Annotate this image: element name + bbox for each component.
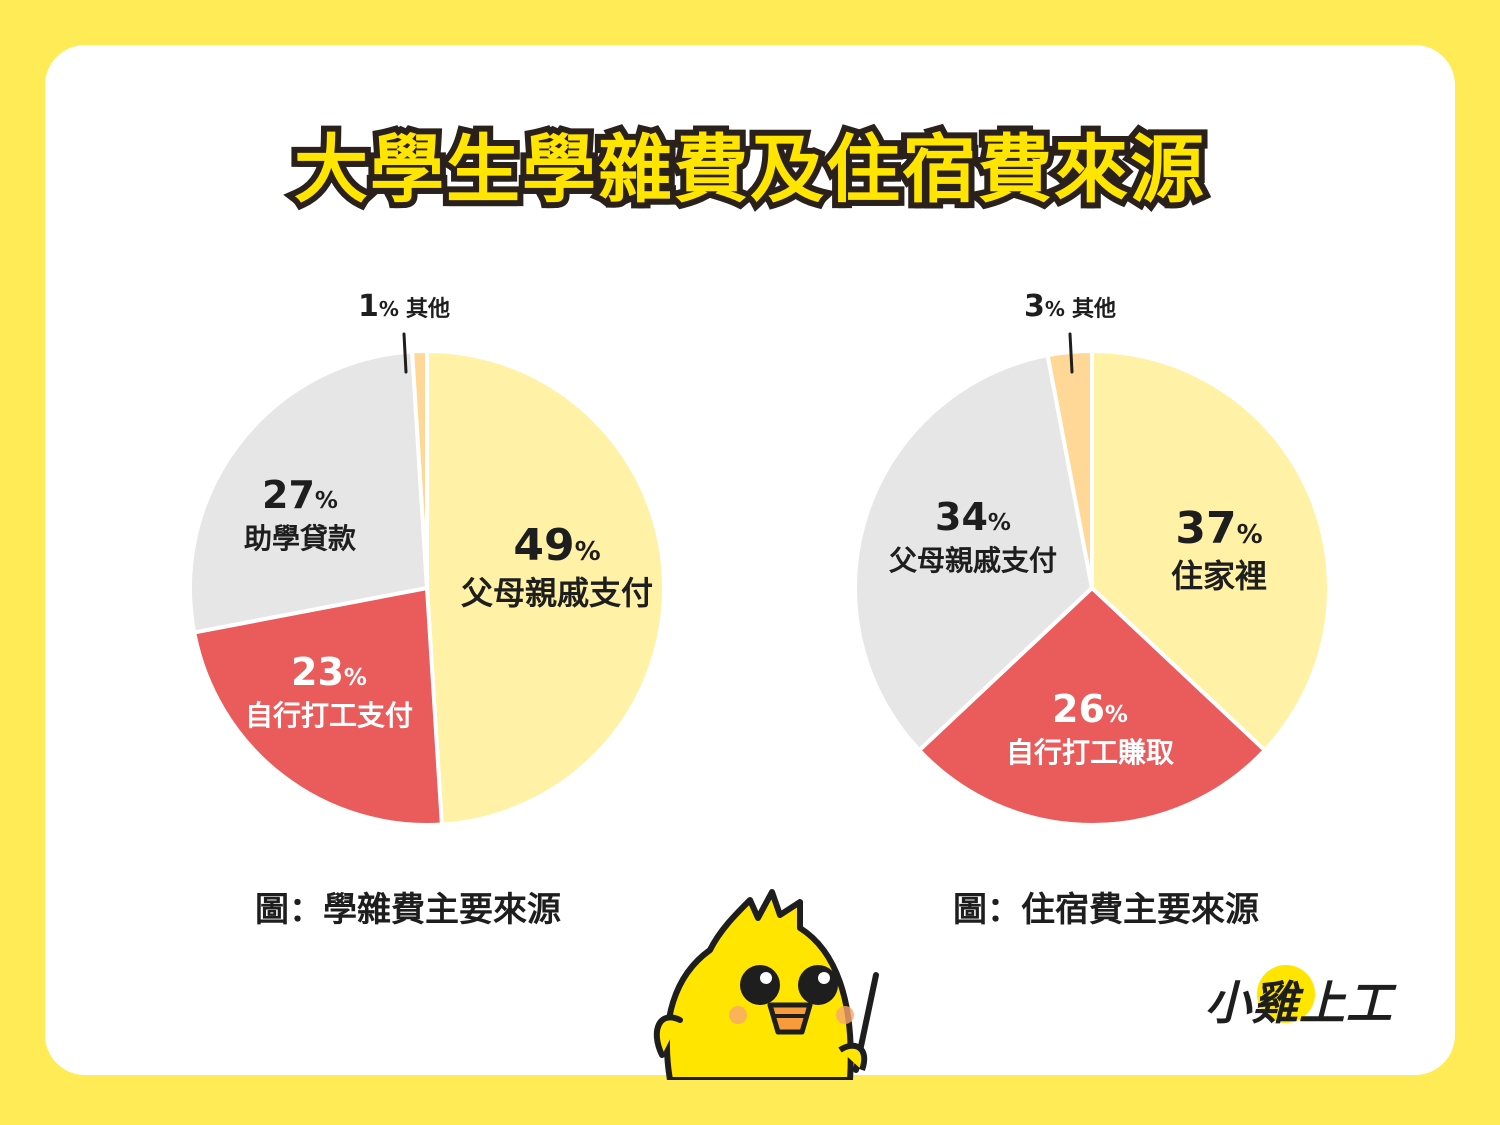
pie2-slice-3: [853, 353, 1094, 753]
pie1-slice-2: [192, 586, 444, 827]
pie2-value-3: 34%: [935, 495, 1011, 539]
pie1-category-3: 助學貸款: [244, 522, 357, 555]
page-title: 大學生學雜費及住宿費來源: [288, 121, 1210, 219]
brand-text: 小雞上工: [1205, 976, 1393, 1030]
pie2-leader-line: [1068, 332, 1074, 374]
pie2-slice-1: [1090, 349, 1332, 753]
pie1-value-1: 49%: [513, 520, 600, 571]
pie2-value-1: 37%: [1175, 503, 1262, 554]
pie1-category-2: 自行打工支付: [245, 699, 413, 732]
pie1-slice-1: [425, 349, 666, 827]
pie2-label-4: 3% 其他: [1024, 289, 1116, 324]
title-container: 大學生學雜費及住宿費來源: [0, 110, 1500, 219]
caption-right: 圖：住宿費主要來源: [953, 890, 1259, 930]
pie2-category-3: 父母親戚支付: [889, 544, 1057, 577]
pie2-category-2: 自行打工賺取: [1006, 736, 1174, 769]
pie1-value-3: 27%: [262, 473, 338, 517]
pie1-slice-4: [410, 349, 429, 590]
brand-dot-icon: [1257, 965, 1315, 1023]
pie2-category-1: 住家裡: [1171, 557, 1267, 595]
caption-left: 圖：學雜費主要來源: [255, 890, 561, 930]
pie1-leader-line: [402, 332, 408, 374]
chick-mascot-icon: [653, 889, 879, 1080]
pie1-value-2: 23%: [291, 650, 367, 694]
pie1-slice-3: [188, 349, 429, 635]
brand-logo: 小雞上工: [1205, 965, 1415, 1035]
pie2-value-2: 26%: [1052, 687, 1128, 731]
pie1-label-4: 1% 其他: [358, 289, 450, 324]
pie2-slice-2: [917, 586, 1267, 827]
pie1-category-1: 父母親戚支付: [461, 574, 653, 612]
